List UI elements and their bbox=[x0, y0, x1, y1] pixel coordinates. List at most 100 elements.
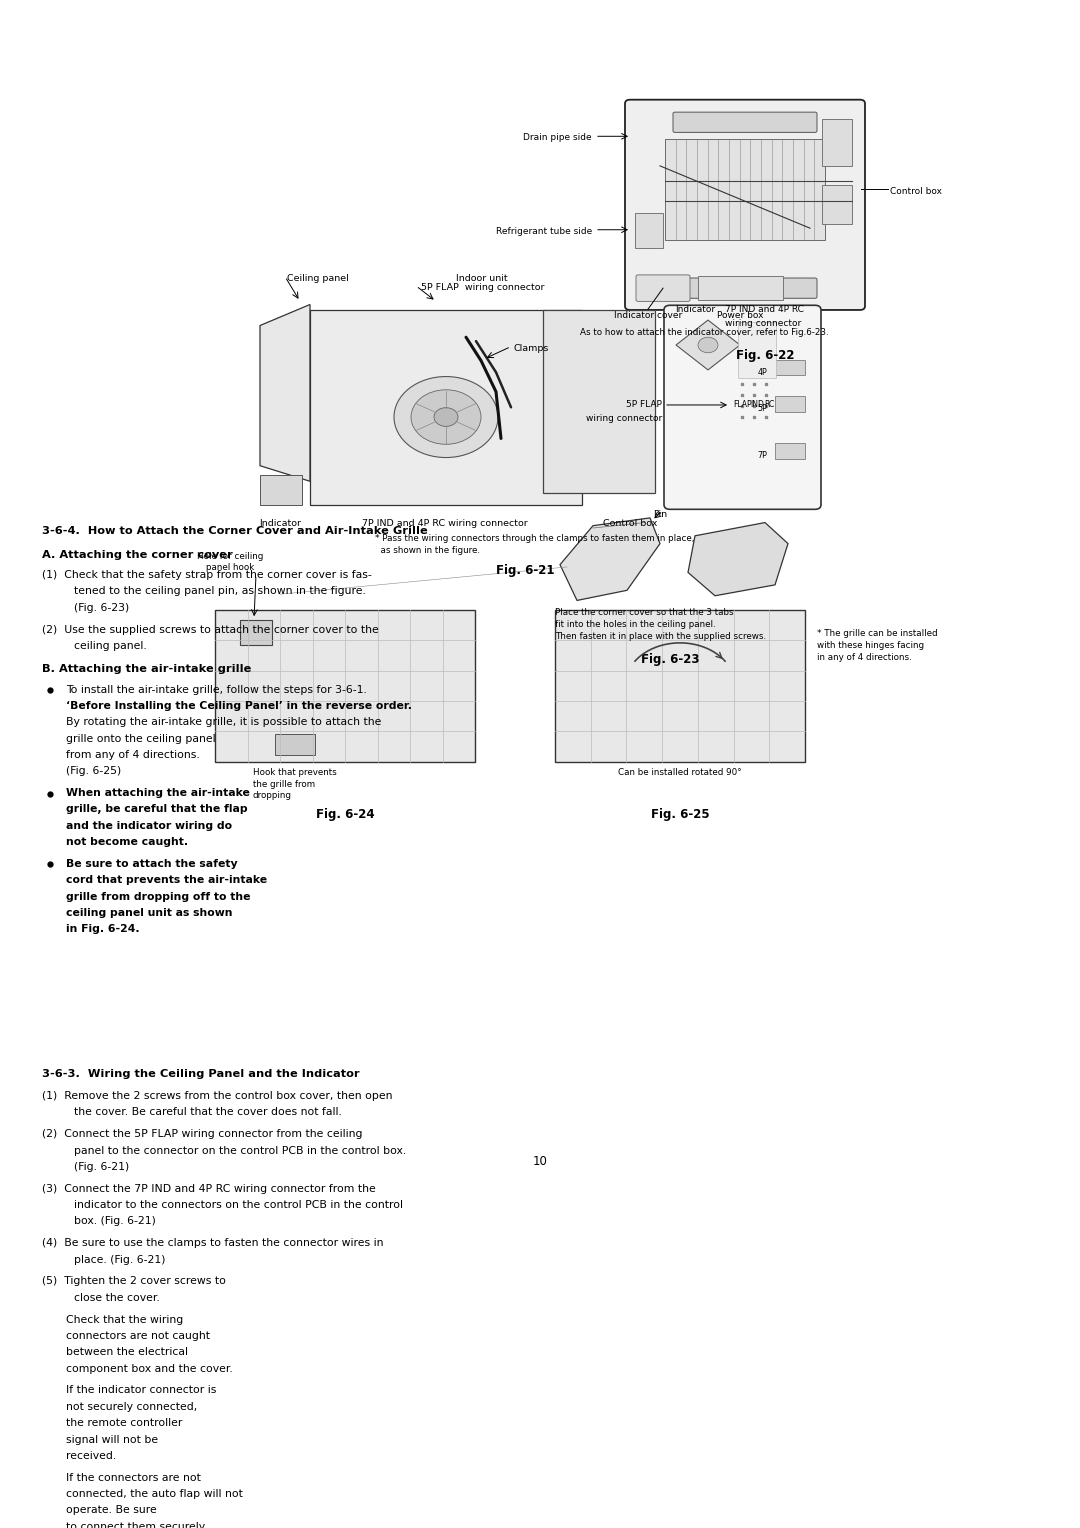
Text: A. Attaching the corner cover: A. Attaching the corner cover bbox=[42, 550, 233, 559]
Text: 3-6-4.  How to Attach the Corner Cover and Air-Intake Grille: 3-6-4. How to Attach the Corner Cover an… bbox=[42, 527, 428, 536]
Text: 7P: 7P bbox=[757, 451, 767, 460]
FancyBboxPatch shape bbox=[673, 112, 816, 133]
Text: (Fig. 6-23): (Fig. 6-23) bbox=[75, 602, 130, 613]
Text: Can be installed rotated 90°: Can be installed rotated 90° bbox=[618, 769, 742, 776]
Text: box. (Fig. 6-21): box. (Fig. 6-21) bbox=[75, 1216, 156, 1227]
Circle shape bbox=[394, 376, 498, 457]
Polygon shape bbox=[688, 523, 788, 596]
Text: (1)  Remove the 2 screws from the control box cover, then open: (1) Remove the 2 screws from the control… bbox=[42, 1091, 392, 1102]
Bar bbox=[775, 359, 805, 376]
Bar bbox=[275, 733, 315, 755]
FancyBboxPatch shape bbox=[673, 278, 816, 298]
Text: and the indicator wiring do: and the indicator wiring do bbox=[66, 821, 232, 831]
Text: Fig. 6-24: Fig. 6-24 bbox=[315, 808, 375, 822]
Text: (4)  Be sure to use the clamps to fasten the connector wires in: (4) Be sure to use the clamps to fasten … bbox=[42, 1238, 383, 1248]
Text: Indicator cover: Indicator cover bbox=[613, 310, 683, 319]
Text: Place the corner cover so that the 3 tabs
fit into the holes in the ceiling pane: Place the corner cover so that the 3 tab… bbox=[555, 608, 766, 640]
Text: not become caught.: not become caught. bbox=[66, 837, 188, 847]
Bar bbox=[665, 139, 825, 240]
Text: Be sure to attach the safety: Be sure to attach the safety bbox=[66, 859, 238, 869]
Bar bbox=[738, 322, 777, 379]
Text: not securely connected,: not securely connected, bbox=[66, 1401, 198, 1412]
Text: 10: 10 bbox=[532, 1155, 548, 1169]
Text: Hole for ceiling
panel hook: Hole for ceiling panel hook bbox=[197, 552, 264, 573]
Text: operate. Be sure: operate. Be sure bbox=[66, 1505, 157, 1516]
Text: Drain pipe side: Drain pipe side bbox=[524, 133, 592, 142]
Bar bbox=[260, 475, 302, 504]
Text: * The grille can be installed
with these hinges facing
in any of 4 directions.: * The grille can be installed with these… bbox=[816, 630, 937, 662]
Text: RC: RC bbox=[764, 400, 774, 410]
Text: 5P FLAP  wiring connector: 5P FLAP wiring connector bbox=[421, 284, 544, 292]
Text: Indicator: Indicator bbox=[675, 306, 715, 315]
Text: ceiling panel.: ceiling panel. bbox=[75, 640, 147, 651]
Text: Power box: Power box bbox=[717, 310, 764, 319]
Text: (Fig. 6-25): (Fig. 6-25) bbox=[66, 767, 121, 776]
Text: panel to the connector on the control PCB in the control box.: panel to the connector on the control PC… bbox=[75, 1146, 406, 1155]
Text: connected, the auto flap will not: connected, the auto flap will not bbox=[66, 1488, 243, 1499]
Text: (2)  Connect the 5P FLAP wiring connector from the ceiling: (2) Connect the 5P FLAP wiring connector… bbox=[42, 1129, 363, 1140]
Text: tened to the ceiling panel pin, as shown in the figure.: tened to the ceiling panel pin, as shown… bbox=[75, 587, 366, 596]
Text: B. Attaching the air-intake grille: B. Attaching the air-intake grille bbox=[42, 665, 252, 674]
Text: IND: IND bbox=[751, 400, 764, 410]
Bar bbox=[775, 396, 805, 413]
Text: grille onto the ceiling panel: grille onto the ceiling panel bbox=[66, 733, 216, 744]
Text: Fig. 6-25: Fig. 6-25 bbox=[650, 808, 710, 822]
Text: (3)  Connect the 7P IND and 4P RC wiring connector from the: (3) Connect the 7P IND and 4P RC wiring … bbox=[42, 1184, 376, 1193]
Text: Pin: Pin bbox=[653, 510, 667, 520]
Text: wiring connector: wiring connector bbox=[585, 414, 662, 423]
Text: Check that the wiring: Check that the wiring bbox=[66, 1314, 184, 1325]
Text: 3-6-3.  Wiring the Ceiling Panel and the Indicator: 3-6-3. Wiring the Ceiling Panel and the … bbox=[42, 1070, 360, 1079]
Circle shape bbox=[411, 390, 481, 445]
Text: Clamps: Clamps bbox=[514, 344, 550, 353]
Text: from any of 4 directions.: from any of 4 directions. bbox=[66, 750, 200, 759]
Text: (Fig. 6-21): (Fig. 6-21) bbox=[75, 1161, 130, 1172]
Text: to connect them securely.: to connect them securely. bbox=[66, 1522, 207, 1528]
Bar bbox=[555, 610, 805, 761]
Polygon shape bbox=[561, 518, 660, 601]
Text: indicator to the connectors on the control PCB in the control: indicator to the connectors on the contr… bbox=[75, 1199, 403, 1210]
Text: ‘Before Installing the Ceiling Panel’ in the reverse order.: ‘Before Installing the Ceiling Panel’ in… bbox=[66, 701, 411, 711]
Circle shape bbox=[434, 408, 458, 426]
Text: Indoor unit: Indoor unit bbox=[456, 274, 508, 283]
Text: FLAP: FLAP bbox=[733, 400, 753, 410]
Text: the remote controller: the remote controller bbox=[66, 1418, 183, 1429]
Text: Fig. 6-23: Fig. 6-23 bbox=[640, 654, 699, 666]
Text: between the electrical: between the electrical bbox=[66, 1348, 188, 1357]
Text: If the connectors are not: If the connectors are not bbox=[66, 1473, 201, 1482]
Text: ceiling panel unit as shown: ceiling panel unit as shown bbox=[66, 908, 232, 918]
FancyBboxPatch shape bbox=[664, 306, 821, 509]
Bar bbox=[240, 620, 272, 645]
Text: Hook that prevents
the grille from
dropping: Hook that prevents the grille from dropp… bbox=[253, 769, 337, 801]
Text: As to how to attach the indicator cover, refer to Fig.6-23.: As to how to attach the indicator cover,… bbox=[580, 329, 828, 336]
Bar bbox=[822, 119, 852, 167]
Text: place. (Fig. 6-21): place. (Fig. 6-21) bbox=[75, 1254, 165, 1265]
Text: To install the air-intake grille, follow the steps for 3-6-1.: To install the air-intake grille, follow… bbox=[66, 685, 367, 695]
Text: received.: received. bbox=[66, 1452, 117, 1461]
Text: (1)  Check that the safety strap from the corner cover is fas-: (1) Check that the safety strap from the… bbox=[42, 570, 372, 581]
Text: By rotating the air-intake grille, it is possible to attach the: By rotating the air-intake grille, it is… bbox=[66, 717, 381, 727]
Bar bbox=[775, 443, 805, 458]
Text: the cover. Be careful that the cover does not fall.: the cover. Be careful that the cover doe… bbox=[75, 1108, 342, 1117]
Bar bbox=[215, 610, 475, 761]
Text: cord that prevents the air-intake: cord that prevents the air-intake bbox=[66, 876, 267, 885]
Text: wiring connector: wiring connector bbox=[725, 318, 801, 327]
Polygon shape bbox=[676, 319, 740, 370]
Text: 7P IND and 4P RC wiring connector: 7P IND and 4P RC wiring connector bbox=[362, 518, 528, 527]
Bar bbox=[310, 310, 582, 504]
Bar bbox=[635, 212, 663, 248]
Text: If the indicator connector is: If the indicator connector is bbox=[66, 1386, 216, 1395]
Text: in Fig. 6-24.: in Fig. 6-24. bbox=[66, 924, 139, 935]
Text: (2)  Use the supplied screws to attach the corner cover to the: (2) Use the supplied screws to attach th… bbox=[42, 625, 379, 634]
Text: 7P IND and 4P RC: 7P IND and 4P RC bbox=[725, 306, 804, 315]
Text: Indicator: Indicator bbox=[259, 518, 301, 527]
Text: 4P: 4P bbox=[757, 368, 767, 376]
Text: grille from dropping off to the: grille from dropping off to the bbox=[66, 892, 251, 902]
Bar bbox=[698, 277, 783, 299]
Text: When attaching the air-intake: When attaching the air-intake bbox=[66, 788, 249, 798]
Polygon shape bbox=[260, 304, 310, 481]
Text: Refrigerant tube side: Refrigerant tube side bbox=[496, 226, 592, 235]
FancyBboxPatch shape bbox=[636, 275, 690, 301]
FancyBboxPatch shape bbox=[625, 99, 865, 310]
Bar bbox=[822, 185, 852, 225]
Text: Control box: Control box bbox=[603, 518, 658, 527]
